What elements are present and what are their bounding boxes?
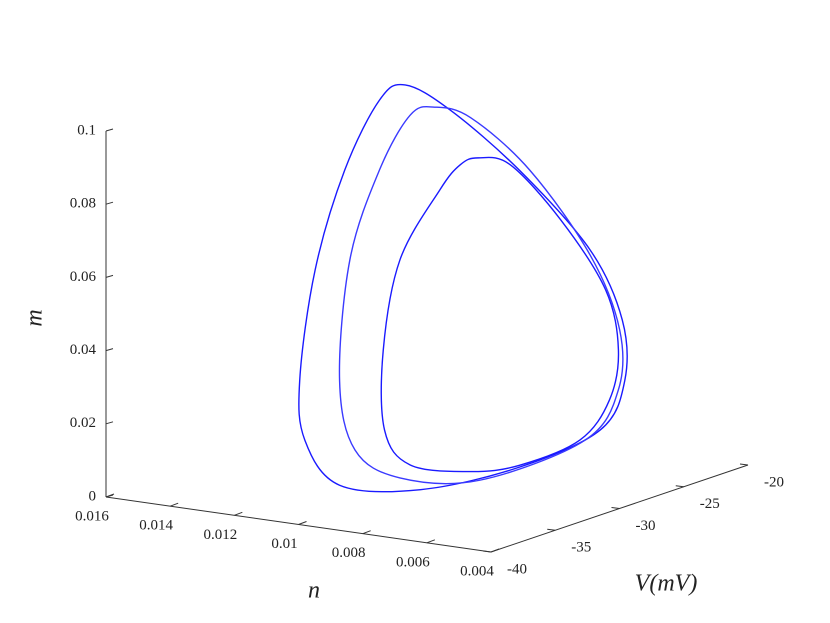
x-tick — [739, 463, 749, 466]
y-axis-label: n — [308, 578, 320, 604]
x-tick — [547, 528, 556, 531]
trajectory — [338, 105, 624, 485]
z-tick-label: 0.06 — [70, 269, 97, 285]
x-tick-label: -25 — [700, 496, 720, 512]
x-tick — [611, 507, 620, 509]
y-tick-label: 0.008 — [332, 545, 366, 561]
y-tick — [169, 502, 179, 507]
x-tick — [675, 485, 684, 488]
x-tick — [482, 550, 492, 553]
y-tick — [490, 548, 500, 553]
x-axis-label: V(mV) — [635, 571, 698, 597]
y-tick — [362, 530, 371, 535]
z-tick-label: 0.08 — [70, 196, 96, 212]
z-tick-label: 0 — [89, 488, 97, 504]
x-tick-label: -20 — [764, 474, 784, 490]
y-tick-label: 0.016 — [75, 508, 109, 524]
y-tick-label: 0.014 — [139, 518, 173, 534]
z-tick — [105, 274, 114, 278]
z-tick-label: 0.1 — [77, 122, 96, 138]
y-tick — [105, 493, 115, 498]
y-tick — [298, 521, 307, 525]
trajectory — [380, 156, 620, 473]
x-tick-label: -35 — [571, 540, 591, 556]
y-tick — [234, 511, 243, 516]
y-tick-label: 0.006 — [396, 554, 430, 570]
z-tick — [105, 201, 114, 205]
z-tick — [105, 421, 114, 425]
x-tick-label: -30 — [636, 518, 656, 534]
z-axis-label: m — [22, 309, 48, 326]
z-tick — [105, 348, 114, 352]
y-tick — [426, 539, 436, 544]
z-tick — [105, 128, 114, 132]
y-tick-label: 0.012 — [203, 527, 237, 543]
trajectory — [298, 83, 628, 493]
z-tick-label: 0.02 — [70, 415, 96, 431]
y-tick-label: 0.01 — [271, 536, 297, 552]
y-tick-label: 0.004 — [460, 563, 494, 579]
x-tick-label: -40 — [507, 561, 527, 577]
z-tick-label: 0.04 — [70, 342, 97, 358]
